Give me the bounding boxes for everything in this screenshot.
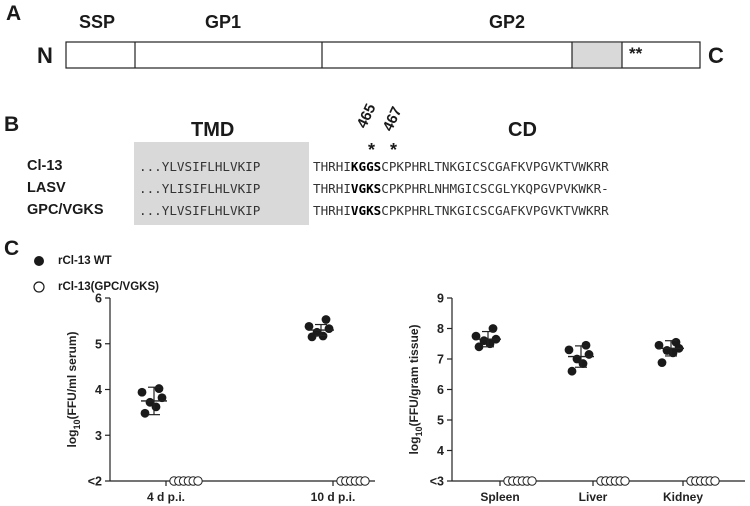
y-tick-label: <3 [430, 475, 444, 489]
data-point-wt [654, 340, 664, 350]
data-point-wt [488, 324, 498, 333]
data-point-wt [157, 393, 167, 403]
tmd-shaded-region [572, 42, 622, 68]
legend-item-vgks: rCl-13(GPC/VGKS) [32, 277, 159, 297]
y-tick-label: 5 [437, 414, 444, 428]
cd-label: CD [508, 119, 537, 141]
seq-pre: THRHI [313, 202, 351, 218]
seq-post: CPKPHRLTNKGICSCGAFKVPGVKTVWKRR [381, 158, 609, 174]
x-tick-label: 4 d p.i. [147, 490, 185, 504]
seq-tmd: ...YLVSIFLHLVKIP [139, 202, 261, 218]
y-tick-label: 6 [95, 292, 102, 306]
y-tick-label: 3 [95, 429, 102, 443]
alignment: Cl-13 ...YLVSIFLHLVKIP THRHI KGGS CPKPHRLT… [27, 155, 609, 221]
seq-post: CPKPHRLNHMGICSCGLYKQPGVPVKWKR- [381, 180, 609, 196]
panel-b-letter: B [4, 113, 20, 136]
seq-pre: THRHI [313, 158, 351, 174]
legend-item-wt: rCl-13 WT [32, 251, 159, 271]
data-point-wt [154, 384, 164, 393]
data-point-wt [584, 350, 594, 359]
alignment-row: LASV ...YLISIFLHLVKIP THRHI VGKS CPKPHRLNH… [27, 177, 609, 199]
y-axis-label: log10(FFU/ml serum) [65, 331, 82, 447]
alignment-row: GPC/VGKS ...YLVSIFLHLVKIP THRHI VGKS CPKPH… [27, 199, 609, 221]
data-point-wt [324, 324, 334, 334]
data-point-wt [479, 336, 489, 346]
seq-name: GPC/VGKS [27, 202, 104, 218]
gp1-label: GP1 [205, 12, 242, 32]
open-circle-icon [33, 281, 45, 293]
x-tick-label: Spleen [480, 490, 519, 504]
data-point-wt [474, 342, 484, 352]
panel-c-letter: C [4, 237, 20, 260]
position-467-label: 467 [379, 104, 406, 134]
data-point-wt [145, 397, 155, 407]
c-terminus-label: C [708, 43, 724, 68]
x-tick-label: Liver [579, 490, 608, 504]
seq-pre: THRHI [313, 180, 351, 196]
position-465-label: 465 [353, 101, 380, 131]
data-point-wt [567, 366, 577, 376]
chart-serum: <2 3 4 5 6 log10(FFU/ml serum) 4 d p.i. 10 d p.… [65, 292, 375, 504]
seq-post: CPKPHRLTNKGICSCGAFKVPGVKTVWKRR [381, 202, 609, 218]
legend-label-wt: rCl-13 WT [58, 255, 112, 267]
data-point-vgks [710, 476, 720, 486]
data-point-vgks [193, 476, 203, 486]
legend-label-vgks: rCl-13(GPC/VGKS) [58, 281, 159, 293]
filled-circle-icon [34, 256, 44, 266]
mutation-stars: ** [629, 44, 643, 63]
position-465-star: * [368, 140, 376, 160]
data-point-vgks [360, 476, 370, 486]
seq-motif: KGGS [350, 158, 382, 174]
data-point-wt [137, 387, 147, 397]
seq-tmd: ...YLISIFLHLVKIP [139, 180, 261, 196]
alignment-row: Cl-13 ...YLVSIFLHLVKIP THRHI KGGS CPKPHRLT… [27, 155, 609, 177]
data-point-wt [321, 315, 331, 324]
x-tick-label: 10 d p.i. [311, 490, 356, 504]
y-tick-label: 4 [95, 383, 102, 397]
tmd-label: TMD [191, 119, 235, 141]
data-point-wt [471, 331, 481, 341]
position-467-star: * [390, 140, 398, 160]
gpc-domain-diagram [65, 41, 701, 69]
y-tick-label: 8 [437, 322, 444, 336]
tmd-shaded-box [134, 142, 309, 225]
gp2-label: GP2 [489, 12, 526, 32]
y-tick-label: 7 [437, 353, 444, 367]
ssp-label: SSP [79, 12, 116, 32]
data-point-wt [657, 358, 667, 368]
legend: rCl-13 WT rCl-13(GPC/VGKS) [32, 251, 159, 297]
y-tick-label: 9 [437, 292, 444, 306]
data-point-wt [662, 346, 672, 355]
y-tick-label: 5 [95, 337, 102, 351]
y-tick-label: 4 [437, 444, 444, 458]
data-point-vgks [527, 476, 537, 486]
y-axis-label: log10(FFU/gram tissue) [407, 324, 424, 454]
chart-tissue: <3 4 5 6 7 8 9 log10(FFU/gram tissue) Spleen Live… [407, 292, 745, 504]
n-terminus-label: N [37, 43, 53, 68]
y-tick-label: 6 [437, 383, 444, 397]
data-point-wt [581, 340, 591, 350]
seq-name: LASV [27, 180, 66, 196]
seq-motif: VGKS [350, 202, 382, 218]
y-tick-label: <2 [88, 475, 102, 489]
data-point-wt [564, 345, 574, 355]
x-tick-label: Kidney [663, 490, 703, 504]
data-point-vgks [620, 476, 630, 486]
seq-name: Cl-13 [27, 158, 63, 174]
seq-tmd: ...YLVSIFLHLVKIP [139, 158, 261, 174]
panel-a-letter: A [6, 2, 22, 25]
data-point-wt [671, 337, 681, 347]
data-point-wt [140, 408, 150, 418]
seq-motif: VGKS [350, 180, 382, 196]
data-point-wt [304, 321, 314, 331]
